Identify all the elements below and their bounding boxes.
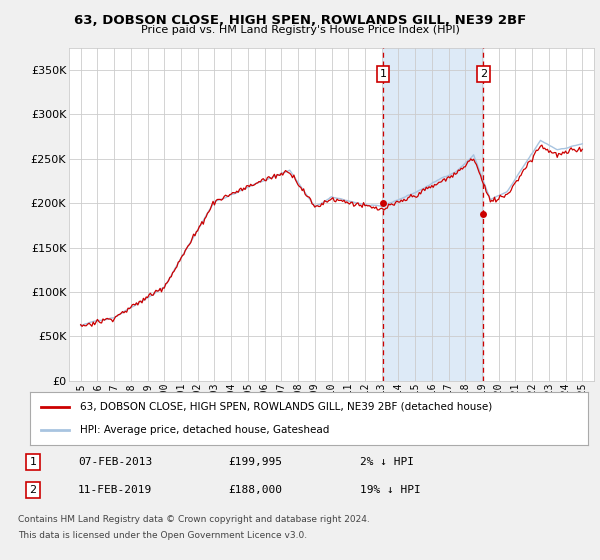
Text: HPI: Average price, detached house, Gateshead: HPI: Average price, detached house, Gate…: [80, 425, 329, 435]
Text: 07-FEB-2013: 07-FEB-2013: [78, 457, 152, 467]
Text: 2: 2: [480, 69, 487, 80]
Text: 1: 1: [380, 69, 386, 80]
Text: 63, DOBSON CLOSE, HIGH SPEN, ROWLANDS GILL, NE39 2BF: 63, DOBSON CLOSE, HIGH SPEN, ROWLANDS GI…: [74, 14, 526, 27]
Bar: [383, 48, 484, 381]
Text: 2: 2: [29, 485, 37, 495]
Text: Price paid vs. HM Land Registry's House Price Index (HPI): Price paid vs. HM Land Registry's House …: [140, 25, 460, 35]
Text: 63, DOBSON CLOSE, HIGH SPEN, ROWLANDS GILL, NE39 2BF (detached house): 63, DOBSON CLOSE, HIGH SPEN, ROWLANDS GI…: [80, 402, 493, 412]
Text: £188,000: £188,000: [228, 485, 282, 495]
Text: Contains HM Land Registry data © Crown copyright and database right 2024.: Contains HM Land Registry data © Crown c…: [18, 515, 370, 524]
Text: 11-FEB-2019: 11-FEB-2019: [78, 485, 152, 495]
Text: 19% ↓ HPI: 19% ↓ HPI: [360, 485, 421, 495]
Text: This data is licensed under the Open Government Licence v3.0.: This data is licensed under the Open Gov…: [18, 531, 307, 540]
Text: 2% ↓ HPI: 2% ↓ HPI: [360, 457, 414, 467]
Text: £199,995: £199,995: [228, 457, 282, 467]
Text: 1: 1: [29, 457, 37, 467]
